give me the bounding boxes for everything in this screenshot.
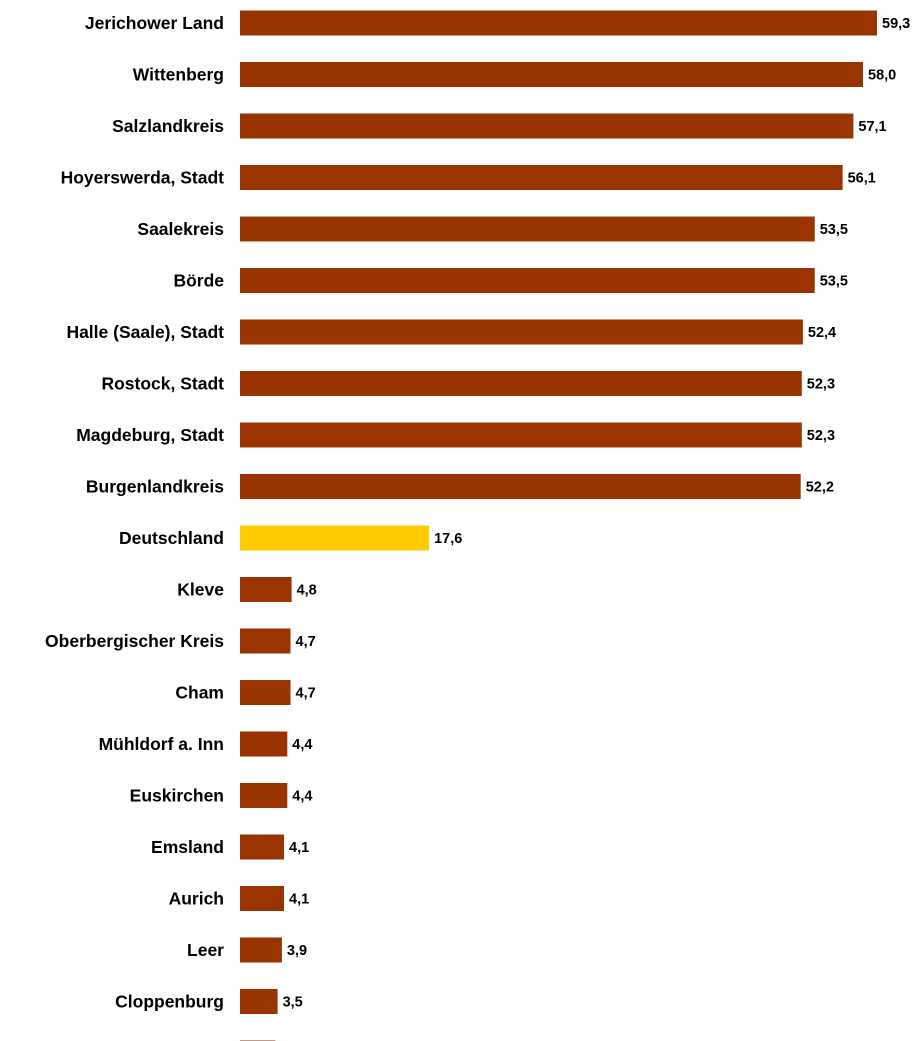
value-label: 59,3 [882,16,910,32]
category-labels-group: Jerichower Land Wittenberg Salzlandkreis Ho… [45,13,225,1012]
category-label: Leer [187,940,224,960]
category-label: Aurich [169,889,224,909]
bar [240,10,877,36]
bar [240,989,278,1014]
category-label: Burgenlandkreis [86,477,224,497]
bar [240,422,802,448]
category-label: Magdeburg, Stadt [76,425,224,445]
bar [240,783,288,808]
value-label: 4,1 [289,840,309,856]
value-label: 4,1 [289,892,309,908]
bar [240,474,801,499]
bar [240,577,292,602]
value-label: 53,5 [820,222,848,238]
category-label: Hoyerswerda, Stadt [61,168,225,188]
value-label: 52,4 [808,325,836,341]
category-label: Cham [175,683,224,703]
value-labels-group: 59,3 58,0 57,1 56,1 53,5 53,5 52,4 52,3 52,3 52,2… [283,16,911,1011]
bar [240,834,284,860]
category-label: Halle (Saale), Stadt [66,322,224,342]
value-label: 4,4 [292,737,312,753]
category-label: Euskirchen [130,786,224,806]
bar [240,319,803,345]
value-label: 56,1 [848,171,876,187]
category-label: Mühldorf a. Inn [99,734,224,754]
value-label: 53,5 [820,274,848,290]
category-label: Rostock, Stadt [101,374,224,394]
category-label: Kleve [177,580,224,600]
value-label: 58,0 [868,68,896,84]
bar [240,216,815,242]
value-label: 4,4 [292,789,312,805]
bar [240,937,282,963]
value-label: 52,3 [807,428,835,444]
value-label: 52,2 [806,480,834,496]
bar [240,268,815,293]
bar [240,113,854,139]
bar [240,165,843,190]
bar-highlight [240,525,430,551]
value-label: 57,1 [858,119,886,135]
value-label: 4,7 [296,686,316,702]
value-label: 17,6 [434,531,462,547]
category-label: Cloppenburg [115,992,224,1012]
value-label: 4,7 [296,634,316,650]
bar [240,62,863,87]
bar [240,886,284,911]
bars-group [240,10,877,1041]
bar [240,680,291,705]
value-label: 4,8 [297,583,317,599]
category-label: Deutschland [119,528,224,548]
bar [240,628,291,654]
category-label: Börde [173,271,224,291]
category-label: Salzlandkreis [112,116,224,136]
category-label: Saalekreis [137,219,224,239]
bar [240,371,802,396]
category-label: Oberbergischer Kreis [45,631,224,651]
value-label: 3,5 [283,995,303,1011]
bar [240,731,288,757]
value-label: 3,9 [287,943,307,959]
category-label: Wittenberg [133,65,224,85]
category-label: Jerichower Land [85,13,224,33]
value-label: 52,3 [807,377,835,393]
category-label: Emsland [151,837,224,857]
